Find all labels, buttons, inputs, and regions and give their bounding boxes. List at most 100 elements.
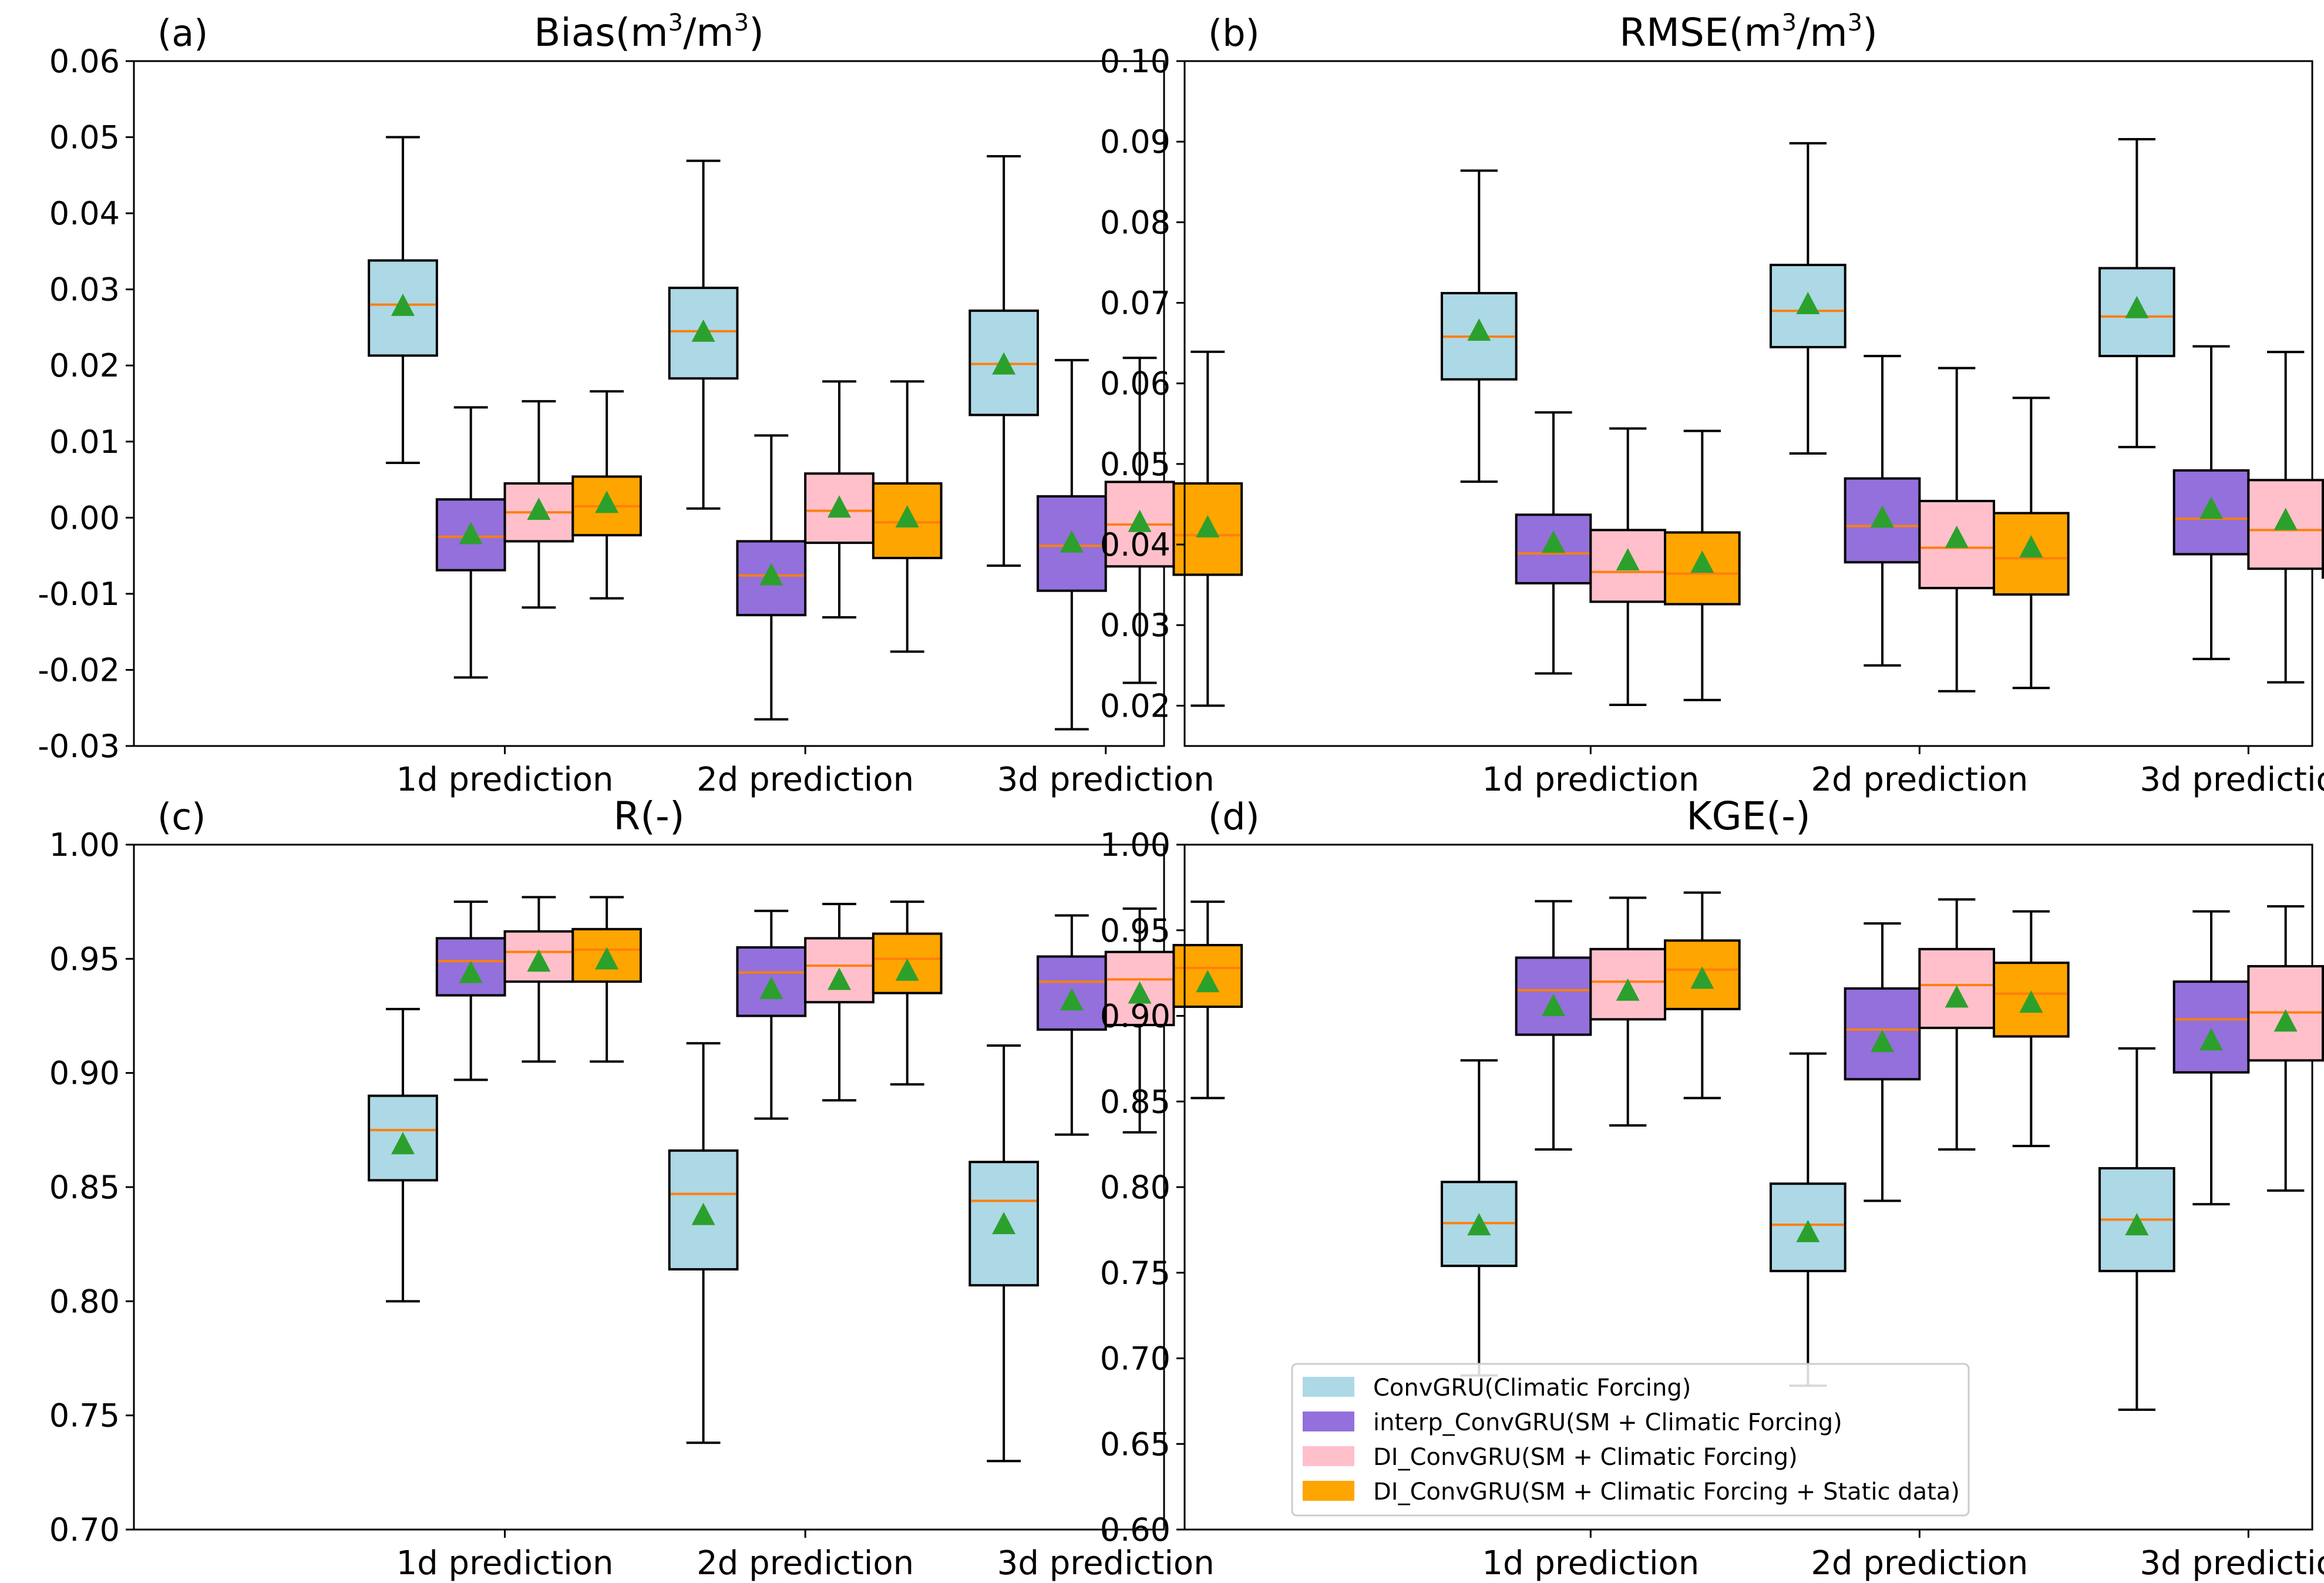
title-superscript: 3 xyxy=(1782,9,1797,36)
y-tick-label: 1.00 xyxy=(1100,826,1171,863)
box-body xyxy=(1770,264,1847,348)
legend: ConvGRU(Climatic Forcing) interp_ConvGRU(… xyxy=(1291,1363,1970,1517)
category-label: 2d prediction xyxy=(1811,761,2028,799)
mean-marker xyxy=(527,949,551,972)
box-interp_convgru-3d xyxy=(1037,914,1107,1136)
category-label: 1d prediction xyxy=(1482,761,1699,799)
mean-marker xyxy=(1945,525,1969,548)
y-tick-label: 0.85 xyxy=(1100,1083,1171,1120)
title-end: ) xyxy=(749,10,764,55)
mean-marker xyxy=(1796,291,1820,314)
title-base: RMSE(m xyxy=(1619,10,1781,55)
box-di_convgru-1d xyxy=(1589,427,1666,707)
legend-swatch xyxy=(1303,1377,1354,1397)
mean-marker xyxy=(691,319,715,342)
mean-marker xyxy=(691,1202,715,1225)
mean-marker xyxy=(2199,496,2223,519)
title-separator: /m xyxy=(1797,10,1848,55)
mean-marker xyxy=(1945,985,1969,1008)
title-separator: /m xyxy=(683,10,734,55)
y-tick-label: 0.09 xyxy=(1100,123,1171,160)
y-tick-label: 0.80 xyxy=(49,1283,120,1320)
y-tick-label: 0.75 xyxy=(1100,1255,1171,1292)
box-di_convgru-2d xyxy=(1918,898,1995,1151)
y-tick-label: 0.75 xyxy=(49,1397,120,1434)
y-tick-label: 0.60 xyxy=(1100,1511,1171,1548)
box-di_convgru-1d xyxy=(503,400,574,609)
category-label: 1d prediction xyxy=(396,1544,614,1582)
y-tick-label: 0.04 xyxy=(1100,526,1171,563)
title-superscript: 3 xyxy=(1848,9,1862,36)
mean-marker xyxy=(1196,515,1220,537)
panel-a-bias: -0.03 -0.02 -0.01 0.00 0.01 0.02 0.03 0.04 0.05 0… xyxy=(38,9,1243,799)
box-body xyxy=(1993,962,2070,1038)
box-convgru-3d xyxy=(2098,1047,2175,1411)
box-body xyxy=(968,1161,1040,1287)
category-label: 2d prediction xyxy=(697,1544,914,1582)
box-di_convgru-2d xyxy=(1918,367,1995,693)
y-tick-label: 0.80 xyxy=(1100,1169,1171,1206)
mean-marker xyxy=(1690,550,1714,573)
mean-marker xyxy=(1871,1030,1894,1053)
box-di_convgru-2d xyxy=(872,380,943,653)
y-tick-label: 0.90 xyxy=(49,1055,120,1092)
axes-frame xyxy=(133,60,1165,747)
mean-marker xyxy=(595,947,619,970)
panel-b-rmse: 0.02 0.03 0.04 0.05 0.06 0.07 0.08 0.09 0.10 1d p… xyxy=(1100,9,2324,799)
box-interp_convgru-1d xyxy=(1515,900,1592,1151)
box-convgru-3d xyxy=(968,154,1040,567)
mean-marker xyxy=(828,967,852,990)
title-superscript: 3 xyxy=(734,9,749,36)
box-di_convgru-1d xyxy=(571,390,642,600)
y-tick-label: 0.03 xyxy=(1100,607,1171,644)
panel-title: R(-) xyxy=(613,794,684,839)
legend-swatch xyxy=(1303,1411,1354,1431)
mean-marker xyxy=(1871,505,1894,528)
box-interp_convgru-2d xyxy=(1844,922,1921,1202)
box-interp_convgru-3d xyxy=(1037,359,1107,731)
box-convgru-2d xyxy=(1770,1052,1847,1387)
mean-marker xyxy=(527,498,551,520)
mean-marker xyxy=(759,976,783,999)
legend-swatch xyxy=(1303,1446,1354,1466)
mean-marker xyxy=(1060,530,1084,553)
box-interp_convgru-1d xyxy=(1515,411,1592,675)
box-convgru-1d xyxy=(368,1007,438,1303)
box-convgru-3d xyxy=(2098,138,2175,449)
box-body xyxy=(1037,955,1107,1031)
mean-marker xyxy=(1060,988,1084,1011)
legend-label: ConvGRU(Climatic Forcing) xyxy=(1373,1374,1691,1401)
box-interp_convgru-3d xyxy=(2172,345,2250,660)
y-tick-label: 0.95 xyxy=(49,940,120,977)
y-tick-label: 0.05 xyxy=(1100,446,1171,483)
box-di_convgru-2d xyxy=(1993,910,2070,1148)
mean-marker xyxy=(1542,994,1565,1017)
box-di_convgru-1d xyxy=(571,896,642,1063)
box-di_convgru-1d xyxy=(1664,891,1741,1100)
title-superscript: 3 xyxy=(668,9,683,36)
mean-marker xyxy=(1467,1213,1491,1236)
box-di_convgru-1d xyxy=(503,896,574,1063)
y-tick-label: -0.03 xyxy=(38,728,120,765)
box-convgru-2d xyxy=(1770,142,1847,455)
legend-frame xyxy=(1291,1363,1970,1517)
mean-marker xyxy=(2125,1213,2149,1236)
mean-marker xyxy=(2019,990,2043,1013)
legend-swatch xyxy=(1303,1481,1354,1501)
category-label: 3d prediction xyxy=(997,761,1215,799)
mean-marker xyxy=(2273,1009,2298,1032)
mean-marker xyxy=(759,563,783,586)
category-label: 3d prediction xyxy=(2140,1544,2324,1582)
mean-marker xyxy=(1196,970,1220,993)
panel-c-r: 0.70 0.75 0.80 0.85 0.90 0.95 1.00 1d predictio… xyxy=(49,794,1243,1582)
y-tick-label: 0.70 xyxy=(1100,1340,1171,1377)
y-tick-label: 0.02 xyxy=(1100,687,1171,724)
box-convgru-2d xyxy=(668,159,739,510)
y-tick-label: 0.06 xyxy=(49,43,120,80)
y-tick-label: 0.85 xyxy=(49,1169,120,1206)
mean-marker xyxy=(459,960,483,983)
legend-label: DI_ConvGRU(SM + Climatic Forcing) xyxy=(1373,1444,1798,1471)
box-convgru-2d xyxy=(668,1042,739,1444)
box-di_convgru-2d xyxy=(804,380,875,619)
